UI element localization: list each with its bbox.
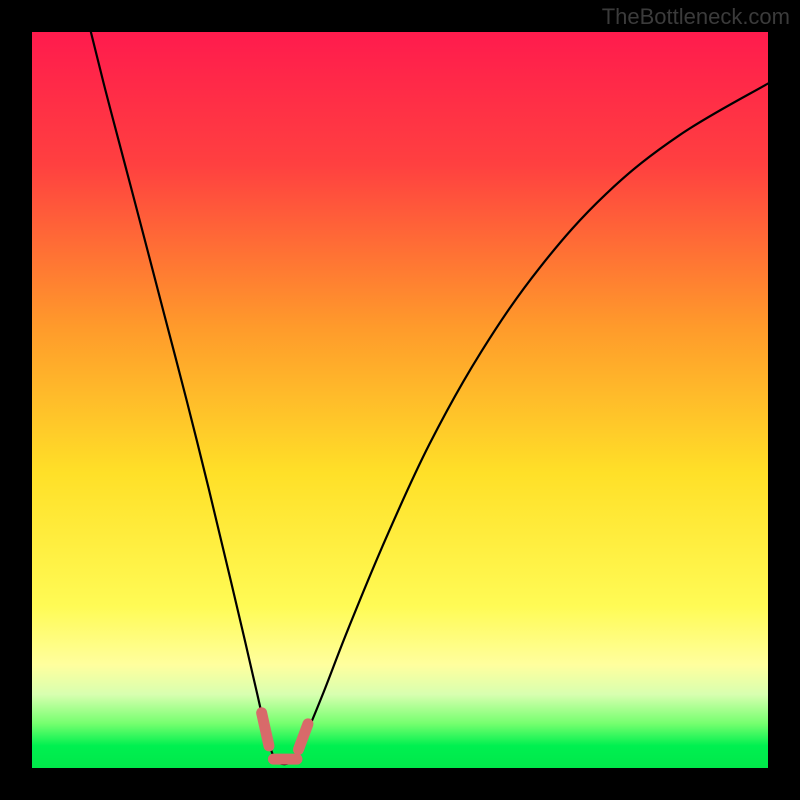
plot-svg xyxy=(32,32,768,768)
chart-container: TheBottleneck.com xyxy=(0,0,800,800)
plot-background xyxy=(32,32,768,768)
plot-area xyxy=(32,32,768,768)
watermark-text: TheBottleneck.com xyxy=(602,4,790,30)
vertex-marker-0 xyxy=(262,713,269,746)
